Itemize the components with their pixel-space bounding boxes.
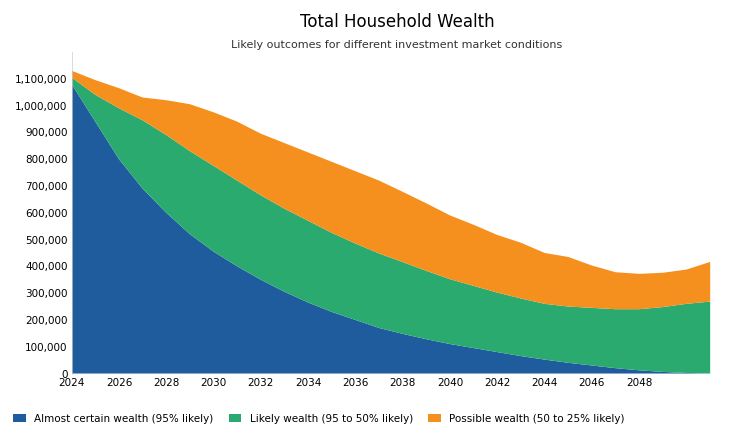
Title: Total Household Wealth: Total Household Wealth (299, 13, 494, 31)
Text: Likely outcomes for different investment market conditions: Likely outcomes for different investment… (231, 40, 562, 50)
Legend: Almost certain wealth (95% likely), Likely wealth (95 to 50% likely), Possible w: Almost certain wealth (95% likely), Like… (9, 410, 629, 428)
